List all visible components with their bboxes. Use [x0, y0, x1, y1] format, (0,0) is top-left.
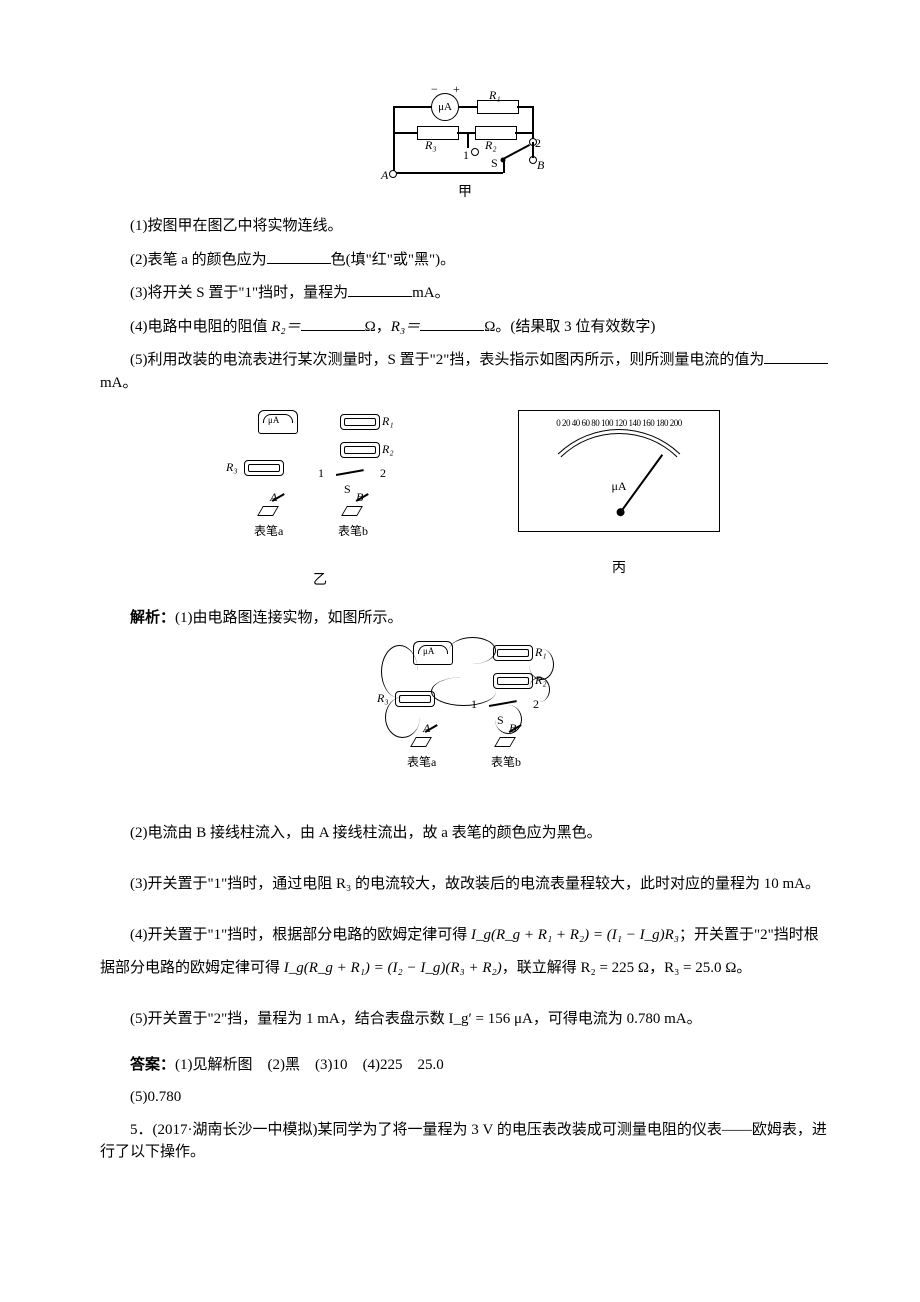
yi-pos1: 1: [318, 464, 324, 482]
ans-1: (1)见解析图: [175, 1057, 253, 1073]
question-1: (1)按图甲在图乙中将实物连线。: [100, 215, 830, 238]
ans-4: (4)225 25.0: [363, 1057, 444, 1073]
q4-r3: R₃＝: [391, 319, 420, 335]
s2-text: (2)电流由 B 接线柱流入，由 A 接线柱流出，故 a 表笔的颜色应为黑色。: [130, 825, 602, 841]
ans-5: (5)0.780: [130, 1089, 181, 1105]
components-yi: μA R₁ R₂ R₃ 1 2 S A B 表笔a 表笔b: [210, 410, 430, 560]
yi-r3: R₃: [226, 458, 238, 476]
q2-text-b: 色(填"红"或"黑")。: [331, 252, 455, 268]
meter-unit: μA: [438, 101, 452, 113]
figure-row-yi-bing: μA R₁ R₂ R₃ 1 2 S A B 表笔a 表笔b 乙 0 20 40 …: [100, 410, 830, 591]
switch-label: S: [491, 154, 498, 172]
s3-text: (3)开关置于"1"挡时，通过电阻 R₃ 的电流较大，故改装后的电流表量程较大，…: [130, 876, 820, 892]
figure-yi: μA R₁ R₂ R₃ 1 2 S A B 表笔a 表笔b 乙: [210, 410, 430, 591]
s5-text: (5)开关置于"2"挡，量程为 1 mA，结合表盘示数 I_g′ = 156 μ…: [130, 1011, 702, 1027]
s4-c: ，联立解得 R₂ = 225 Ω，R₃ = 25.0 Ω。: [502, 960, 752, 976]
solution-s1: (1)由电路图连接实物，如图所示。: [175, 610, 403, 626]
yi-r2: R₂: [382, 440, 394, 458]
blank-q5: [764, 348, 828, 364]
s4-eq1: I_g(R_g + R₁ + R₂) = (I₁ − I_g)R₃: [471, 927, 679, 943]
label-r2: R₂: [485, 136, 497, 154]
question-2: (2)表笔 a 的颜色应为 色(填"红"或"黑")。: [100, 248, 830, 272]
s4-a: (4)开关置于"1"挡时，根据部分电路的欧姆定律可得: [130, 927, 471, 943]
q5-text-a: (5)利用改装的电流表进行某次测量时，S 置于"2"挡，表头指示如图丙所示，则所…: [130, 352, 764, 368]
solution-s5: (5)开关置于"2"挡，量程为 1 mA，结合表盘示数 I_g′ = 156 μ…: [100, 1003, 830, 1036]
sol-meter-unit: μA: [423, 645, 434, 659]
next-num: 5．: [130, 1122, 153, 1138]
s4-eq2: I_g(R_g + R₁) = (I₂ − I_g)(R₃ + R₂): [284, 960, 502, 976]
component-r3: [244, 460, 284, 476]
yi-probe-b-label: 表笔b: [338, 522, 368, 540]
q4-text-b: Ω。(结果取 3 位有效数字): [484, 319, 655, 335]
label-r3: R₃: [425, 136, 437, 154]
switch-pos1: 1: [463, 146, 469, 164]
next-problem: 5．(2017·湖南长沙一中模拟)某同学为了将一量程为 3 V 的电压表改装成可…: [100, 1119, 830, 1164]
sol-term-a: A: [423, 719, 430, 737]
answers-line-1: 答案：(1)见解析图 (2)黑 (3)10 (4)225 25.0: [100, 1054, 830, 1077]
answers-line-2: (5)0.780: [100, 1086, 830, 1109]
sol-probe-b-label: 表笔b: [491, 753, 521, 771]
component-r1: [340, 414, 380, 430]
label-r1: R₁: [489, 86, 501, 104]
yi-term-b: B: [356, 488, 363, 506]
q4-r2: R₂＝: [271, 319, 300, 335]
ans-3: (3)10: [315, 1057, 348, 1073]
solution-s4: (4)开关置于"1"挡时，根据部分电路的欧姆定律可得 I_g(R_g + R₁ …: [100, 919, 830, 985]
q5-text-b: mA。: [100, 375, 138, 391]
figure-jia: μA − + R₁ R₃ R₂ 1 2 S A B: [100, 92, 830, 203]
yi-term-a: A: [270, 488, 277, 506]
sol-probe-a-label: 表笔a: [407, 753, 436, 771]
yi-meter-unit: μA: [268, 414, 279, 428]
blank-q4b: [420, 315, 484, 331]
blank-q4a: [301, 315, 365, 331]
q4-mid: Ω，: [365, 319, 391, 335]
sol-r2: [493, 673, 533, 689]
yi-switch: S: [344, 480, 351, 498]
meter-plus: +: [453, 80, 460, 98]
answers-header: 答案：: [130, 1056, 175, 1073]
solution-s3: (3)开关置于"1"挡时，通过电阻 R₃ 的电流较大，故改装后的电流表量程较大，…: [100, 868, 830, 901]
yi-pos2: 2: [380, 464, 386, 482]
terminal-b: B: [537, 156, 544, 174]
yi-r1: R₁: [382, 412, 394, 430]
next-source: (2017·湖南长沙一中模拟): [153, 1122, 318, 1138]
solution-components: μA R₁ R₂ R₃ 1 2 S A B 表笔a 表笔b: [355, 641, 575, 791]
solution-s2: (2)电流由 B 接线柱流入，由 A 接线柱流出，故 a 表笔的颜色应为黑色。: [100, 817, 830, 850]
solution-diagram: μA R₁ R₂ R₃ 1 2 S A B 表笔a 表笔b: [100, 641, 830, 799]
terminal-a: A: [381, 166, 388, 184]
solution-header: 解析：: [130, 609, 175, 626]
figure-bing: 0 20 40 60 80 100 120 140 160 180 200 μA…: [518, 410, 720, 579]
solution-line-1: 解析：(1)由电路图连接实物，如图所示。: [100, 607, 830, 630]
blank-q2: [267, 248, 331, 264]
gauge-unit: μA: [519, 477, 719, 495]
question-4: (4)电路中电阻的阻值 R₂＝ Ω，R₃＝ Ω。(结果取 3 位有效数字): [100, 315, 830, 339]
sol-r1: [493, 645, 533, 661]
blank-q3: [348, 281, 412, 297]
q3-text-a: (3)将开关 S 置于"1"挡时，量程为: [130, 285, 348, 301]
resistor-r3: [417, 126, 459, 140]
question-3: (3)将开关 S 置于"1"挡时，量程为 mA。: [100, 281, 830, 305]
q3-text-b: mA。: [412, 285, 450, 301]
gauge-meter: 0 20 40 60 80 100 120 140 160 180 200 μA: [518, 410, 720, 532]
q4-text-a: (4)电路中电阻的阻值: [130, 319, 271, 335]
question-5: (5)利用改装的电流表进行某次测量时，S 置于"2"挡，表头指示如图丙所示，则所…: [100, 348, 830, 394]
figure-yi-label: 乙: [210, 570, 430, 591]
component-r2: [340, 442, 380, 458]
meter-minus: −: [431, 80, 438, 98]
yi-probe-a-label: 表笔a: [254, 522, 283, 540]
ans-2: (2)黑: [268, 1057, 301, 1073]
circuit-diagram-jia: μA − + R₁ R₃ R₂ 1 2 S A B: [385, 92, 545, 180]
q2-text-a: (2)表笔 a 的颜色应为: [130, 252, 267, 268]
figure-jia-label: 甲: [100, 182, 830, 203]
